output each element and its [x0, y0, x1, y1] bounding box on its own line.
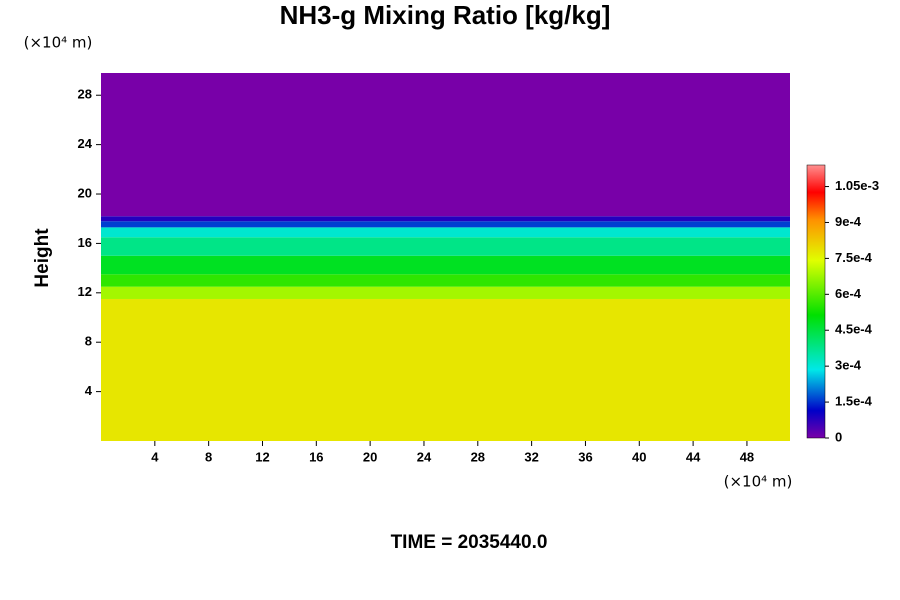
colorbar: [806, 164, 826, 439]
footer: TIME = 2035440.0: [391, 532, 548, 553]
x-tick-label: 8: [205, 449, 212, 464]
x-tick-label: 48: [740, 449, 754, 464]
y-tick-label: 4: [85, 383, 93, 398]
cell: [101, 237, 790, 256]
y-tick-label: 12: [78, 284, 92, 299]
x-tick-label: 32: [524, 449, 538, 464]
colorbar-tick-label: 9e-4: [835, 214, 862, 229]
y-label: Height: [32, 228, 53, 288]
y-tick-label: 24: [78, 136, 93, 151]
cell: [101, 73, 790, 217]
x-unit: (×10⁴ m): [724, 473, 793, 491]
cell: [101, 221, 790, 228]
y-unit: (×10⁴ m): [24, 34, 93, 52]
y-tick-label: 28: [78, 87, 92, 102]
x-tick-label: 40: [632, 449, 646, 464]
x-tick-label: 4: [151, 449, 159, 464]
cell: [101, 274, 790, 287]
x-tick-label: 24: [417, 449, 432, 464]
y-tick-label: 8: [85, 334, 92, 349]
x-tick-label: 44: [686, 449, 701, 464]
x-tick-label: 16: [309, 449, 323, 464]
cell: [101, 298, 790, 441]
x-tick-label: 28: [471, 449, 485, 464]
cell: [101, 216, 790, 222]
y-tick-label: 20: [78, 185, 92, 200]
colorbar-tick-label: 1.5e-4: [835, 394, 873, 409]
colorbar-tick-label: 7.5e-4: [835, 250, 873, 265]
cell: [101, 286, 790, 299]
cell: [101, 227, 790, 238]
x-tick-label: 12: [255, 449, 269, 464]
x-tick-label: 20: [363, 449, 377, 464]
colorbar-tick-label: 1.05e-3: [835, 178, 879, 193]
x-tick-label: 36: [578, 449, 592, 464]
colorbar-tick-label: 4.5e-4: [835, 322, 873, 337]
cell: [101, 255, 790, 275]
chart-title: NH3-g Mixing Ratio [kg/kg]: [280, 0, 611, 30]
colorbar-tick-label: 0: [835, 429, 842, 444]
y-tick-label: 16: [78, 235, 92, 250]
colorbar-tick-label: 6e-4: [835, 286, 862, 301]
colorbar-tick-label: 3e-4: [835, 358, 862, 373]
